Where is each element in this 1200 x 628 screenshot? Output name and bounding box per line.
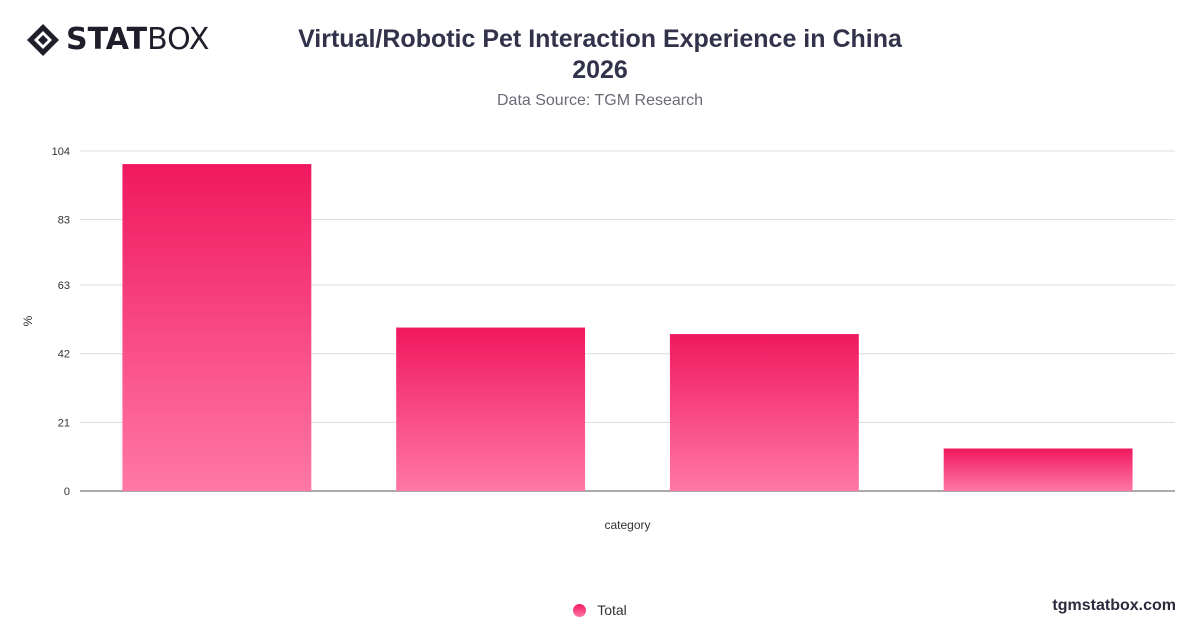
y-tick-label: 42 — [58, 349, 70, 361]
y-axis-title: % — [21, 315, 35, 326]
y-tick-label: 0 — [64, 486, 70, 498]
y-tick-label: 63 — [58, 280, 70, 292]
bar — [396, 327, 586, 491]
bar — [943, 448, 1133, 491]
logo-text-bold: STAT — [66, 22, 148, 57]
statbox-logo-icon — [27, 24, 59, 56]
y-tick-label: 21 — [58, 417, 70, 429]
statbox-logo: STATBOX — [26, 22, 209, 58]
y-tick-label: 83 — [58, 215, 70, 227]
website-watermark: tgmstatbox.com — [1052, 597, 1176, 614]
bar — [122, 164, 312, 492]
chart-subtitle: Data Source: TGM Research — [496, 92, 703, 109]
chart-title-line1: Virtual/Robotic Pet Interaction Experien… — [298, 25, 902, 53]
y-tick-label: 104 — [52, 146, 70, 158]
chart-title: Virtual/Robotic Pet Interaction Experien… — [240, 24, 960, 86]
x-axis-title: category — [604, 518, 650, 532]
logo-text-light: BOX — [147, 22, 210, 57]
legend-swatch-total — [573, 603, 587, 617]
bar — [669, 334, 859, 491]
chart-title-line2: 2026 — [572, 56, 628, 84]
legend-label-total: Total — [597, 602, 627, 618]
chart-legend: Total — [0, 602, 1200, 618]
